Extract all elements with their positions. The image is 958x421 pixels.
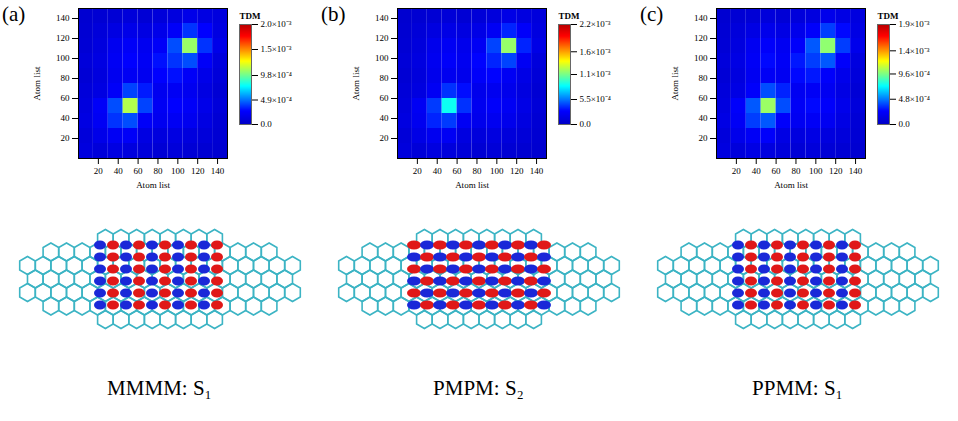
- svg-text:100: 100: [171, 166, 185, 176]
- html-text:(b): (b): [321, 2, 346, 26]
- svg-text:60: 60: [453, 166, 463, 176]
- svg-text:4.9×10⁻⁴: 4.9×10⁻⁴: [261, 95, 292, 105]
- svg-text:100: 100: [56, 53, 70, 63]
- svg-text:40: 40: [752, 166, 762, 176]
- svg-text:80: 80: [699, 73, 709, 83]
- svg-text:9.8×10⁻⁴: 9.8×10⁻⁴: [261, 70, 292, 80]
- svg-text:60: 60: [380, 93, 390, 103]
- svg-text:80: 80: [380, 73, 390, 83]
- svg-text:Atom list: Atom list: [774, 180, 808, 190]
- svg-text:1.6×10⁻³: 1.6×10⁻³: [580, 47, 611, 57]
- svg-text:140: 140: [56, 13, 70, 23]
- svg-text:20: 20: [732, 166, 742, 176]
- svg-text:40: 40: [114, 166, 124, 176]
- svg-text:1.4×10⁻³: 1.4×10⁻³: [899, 46, 930, 56]
- svg-text:4.8×10⁻⁴: 4.8×10⁻⁴: [899, 94, 930, 104]
- svg-text:40: 40: [61, 113, 71, 123]
- svg-text:100: 100: [694, 53, 708, 63]
- svg-text:60: 60: [699, 93, 709, 103]
- svg-text:60: 60: [134, 166, 144, 176]
- svg-text:20: 20: [94, 166, 104, 176]
- svg-text:TDM: TDM: [559, 11, 581, 21]
- svg-text:80: 80: [61, 73, 71, 83]
- svg-text:40: 40: [433, 166, 443, 176]
- svg-text:120: 120: [56, 33, 70, 43]
- svg-text:Atom list: Atom list: [455, 180, 489, 190]
- svg-text:1.9×10⁻³: 1.9×10⁻³: [899, 19, 930, 29]
- svg-text:120: 120: [375, 33, 389, 43]
- svg-text:100: 100: [490, 166, 504, 176]
- html-text:(a): (a): [2, 2, 26, 26]
- svg-text:120: 120: [510, 166, 524, 176]
- svg-text:5.5×10⁻⁴: 5.5×10⁻⁴: [580, 94, 611, 104]
- svg-text:80: 80: [791, 166, 801, 176]
- svg-text:40: 40: [699, 113, 709, 123]
- svg-text:60: 60: [772, 166, 782, 176]
- svg-text:1.5×10⁻³: 1.5×10⁻³: [261, 44, 292, 54]
- svg-text:TDM: TDM: [240, 11, 262, 21]
- svg-text:120: 120: [829, 166, 843, 176]
- html-text:MMMM: S₁: MMMM: S₁: [107, 376, 212, 400]
- svg-text:Atom list: Atom list: [351, 66, 361, 100]
- svg-text:100: 100: [375, 53, 389, 63]
- svg-text:0.0: 0.0: [899, 119, 911, 129]
- svg-text:0.0: 0.0: [261, 119, 273, 129]
- svg-text:Atom list: Atom list: [670, 66, 680, 100]
- svg-text:80: 80: [153, 166, 163, 176]
- svg-text:80: 80: [472, 166, 482, 176]
- svg-text:20: 20: [413, 166, 423, 176]
- svg-text:1.1×10⁻³: 1.1×10⁻³: [580, 69, 611, 79]
- svg-text:2.0×10⁻³: 2.0×10⁻³: [261, 19, 292, 29]
- svg-text:TDM: TDM: [878, 11, 900, 21]
- svg-text:20: 20: [61, 133, 71, 143]
- svg-text:140: 140: [211, 166, 225, 176]
- svg-text:140: 140: [849, 166, 863, 176]
- svg-text:9.6×10⁻⁴: 9.6×10⁻⁴: [899, 69, 930, 79]
- svg-text:Atom list: Atom list: [136, 180, 170, 190]
- svg-text:140: 140: [530, 166, 544, 176]
- svg-text:140: 140: [694, 13, 708, 23]
- svg-text:120: 120: [694, 33, 708, 43]
- svg-text:Atom list: Atom list: [32, 66, 42, 100]
- svg-text:2.2×10⁻³: 2.2×10⁻³: [580, 19, 611, 29]
- svg-text:20: 20: [380, 133, 390, 143]
- svg-text:100: 100: [809, 166, 823, 176]
- svg-text:140: 140: [375, 13, 389, 23]
- html-text:PMPM: S₂: PMPM: S₂: [433, 376, 524, 400]
- svg-text:20: 20: [699, 133, 709, 143]
- svg-text:120: 120: [191, 166, 205, 176]
- svg-text:40: 40: [380, 113, 390, 123]
- html-text:(c): (c): [640, 2, 664, 26]
- svg-text:60: 60: [61, 93, 71, 103]
- html-text:PPMM: S₁: PPMM: S₁: [752, 376, 843, 400]
- svg-text:0.0: 0.0: [580, 119, 592, 129]
